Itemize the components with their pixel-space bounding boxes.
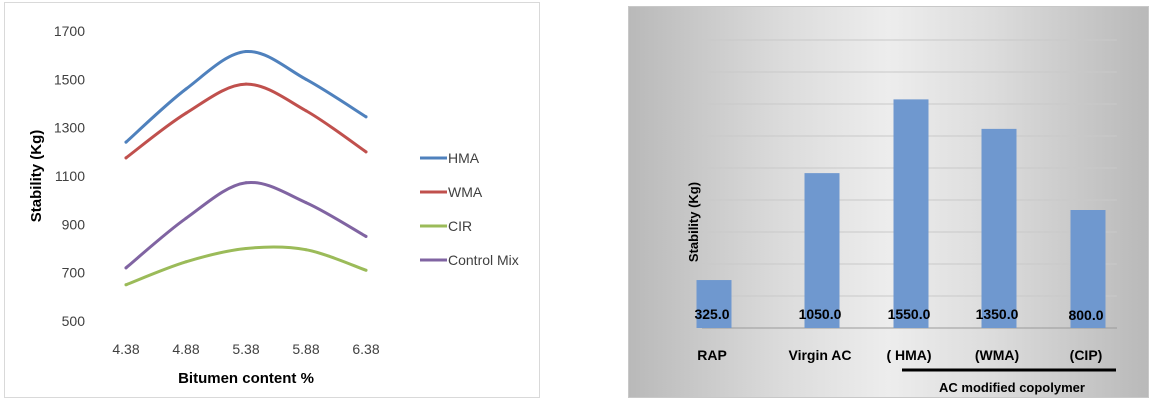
data-label: 1350.0 bbox=[976, 306, 1019, 322]
y-tick-label: 1700 bbox=[54, 23, 85, 39]
data-label: 1050.0 bbox=[799, 306, 842, 322]
data-point-control-mix bbox=[364, 234, 368, 238]
y-tick-label: 1500 bbox=[54, 71, 85, 87]
line-chart-panel: 500 700 900 1100 1300 1500 1700 4.38 4.88 5.38 5.8… bbox=[4, 2, 540, 398]
data-point-wma bbox=[124, 156, 128, 160]
category-label: Virgin AC bbox=[788, 347, 851, 363]
bar-chart-panel: 325.0 RAP 1050.0 Virgin AC 1550.0 ( HMA) 1350.… bbox=[628, 6, 1149, 398]
y-tick-label: 1300 bbox=[54, 120, 85, 136]
data-point-wma bbox=[184, 111, 188, 115]
x-tick-label: 4.38 bbox=[112, 341, 139, 357]
y-axis-title: Stability (Kg) bbox=[28, 130, 45, 223]
data-point-hma bbox=[304, 77, 308, 81]
x-tick-label: 5.38 bbox=[232, 341, 259, 357]
data-point-hma bbox=[184, 87, 188, 91]
group-label: AC modified copolymer bbox=[939, 380, 1085, 395]
bar bbox=[893, 99, 929, 328]
data-point-cir bbox=[244, 247, 248, 250]
data-label: 1550.0 bbox=[888, 306, 931, 322]
series-line-cir bbox=[124, 245, 368, 287]
data-point-cir bbox=[364, 268, 368, 272]
data-point-hma bbox=[244, 50, 248, 54]
data-point-cir bbox=[124, 283, 128, 287]
legend-label-wma: WMA bbox=[448, 184, 483, 200]
legend-label-hma: HMA bbox=[448, 150, 480, 166]
data-point-hma bbox=[364, 115, 368, 119]
y-tick-label: 500 bbox=[62, 313, 86, 329]
x-tick-label: 6.38 bbox=[352, 341, 379, 357]
data-point-control-mix bbox=[304, 201, 308, 205]
data-point-control-mix bbox=[244, 181, 248, 185]
data-point-wma bbox=[364, 150, 368, 154]
category-label: ( HMA) bbox=[886, 347, 931, 363]
bar-chart: 325.0 RAP 1050.0 Virgin AC 1550.0 ( HMA) 1350.… bbox=[686, 39, 1117, 395]
y-tick-label: 900 bbox=[62, 216, 86, 232]
data-label: 800.0 bbox=[1068, 307, 1103, 323]
data-point-wma bbox=[244, 82, 248, 86]
legend-label-cir: CIR bbox=[448, 218, 472, 234]
data-point-hma bbox=[124, 140, 128, 144]
bar bbox=[804, 173, 840, 328]
legend-label-control-mix: Control Mix bbox=[448, 252, 519, 268]
bar bbox=[696, 280, 732, 328]
y-axis-title: Stability (Kg) bbox=[686, 182, 701, 262]
data-label: 325.0 bbox=[694, 306, 729, 322]
category-label: RAP bbox=[697, 347, 727, 363]
data-point-control-mix bbox=[184, 216, 188, 220]
data-point-cir bbox=[184, 260, 188, 264]
data-point-wma bbox=[304, 109, 308, 113]
bar bbox=[1070, 210, 1106, 328]
category-label: (WMA) bbox=[975, 347, 1019, 363]
category-label: (CIP) bbox=[1070, 347, 1103, 363]
bar bbox=[981, 128, 1017, 328]
data-point-cir bbox=[304, 248, 308, 252]
line-chart: 500 700 900 1100 1300 1500 1700 4.38 4.88 5.38 5.8… bbox=[28, 23, 519, 387]
x-tick-label: 4.88 bbox=[172, 341, 199, 357]
x-axis-title: Bitumen content % bbox=[178, 370, 314, 387]
y-tick-label: 1100 bbox=[55, 168, 85, 184]
x-tick-label: 5.88 bbox=[292, 341, 319, 357]
data-point-control-mix bbox=[124, 266, 128, 270]
y-tick-label: 700 bbox=[62, 265, 86, 281]
